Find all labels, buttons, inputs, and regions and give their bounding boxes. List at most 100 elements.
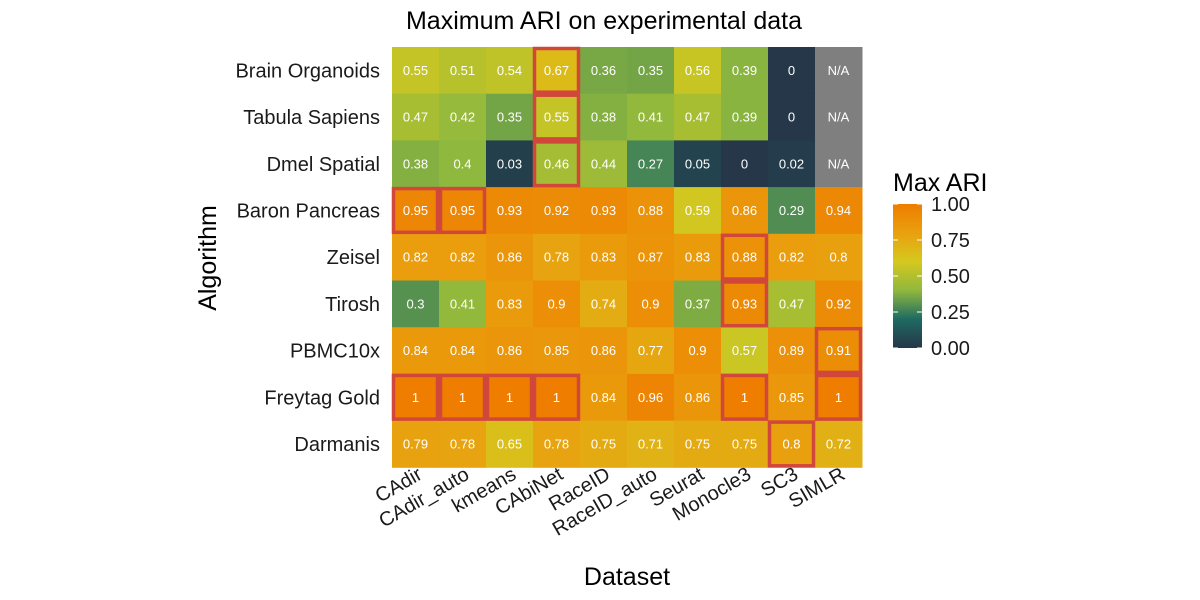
cell-value-label: 0.41 [450,296,475,311]
heatmap-cell [533,187,581,235]
heatmap-cell [392,140,440,188]
heatmap-cell [486,280,534,328]
heatmap-cell [533,47,581,95]
heatmap-cell [815,233,863,281]
heatmap-cell [580,373,628,422]
cell-value-label: 0.78 [544,250,569,265]
cell-value-label: 0.89 [779,343,804,358]
heatmap-cell [768,373,816,422]
cell-value-label: 0.8 [829,250,847,265]
x-axis-title: Dataset [584,563,670,591]
y-tick-label: Brain Organoids [235,60,380,82]
legend-tick-label: 0.75 [931,230,970,252]
legend-title: Max ARI [893,169,987,197]
cell-value-label: 0.83 [591,250,616,265]
cell-value-label: N/A [828,110,850,125]
heatmap-cell [392,327,440,375]
heatmap-cell [533,233,581,281]
cell-value-label: 0 [741,156,748,171]
heatmap-highlights [391,46,863,468]
heatmap-cell [768,327,816,375]
heatmap-cell [815,280,863,328]
cell-value-label: 0.46 [544,156,569,171]
cell-value-label: 0.95 [403,203,428,218]
heatmap-cell [721,187,769,235]
heatmap-cell [627,93,675,141]
cell-value-label: 0.91 [826,343,851,358]
cell-value-label: 0.42 [450,110,475,125]
cell-value-label: 0.86 [732,203,757,218]
cell-value-label: 0.78 [544,436,569,451]
cell-value-label: 0.86 [591,343,616,358]
cell-value-label: 0.27 [638,156,663,171]
cell-value-label: 0.37 [685,296,710,311]
heatmap-cell [439,280,487,328]
max-highlight-box [391,373,440,421]
cell-value-label: 0.55 [403,63,428,78]
y-tick-label: PBMC10x [290,341,380,363]
cell-value-label: 0.86 [685,390,710,405]
cell-value-label: 1 [741,390,748,405]
cell-value-label: 0.78 [450,436,475,451]
heatmap-cell [815,187,863,235]
legend-tick-label: 1.00 [931,194,970,216]
cell-value-label: 0.9 [547,296,565,311]
heatmap-cell [439,47,487,95]
heatmap-cell [439,373,487,422]
cell-value-label: 0.54 [497,63,522,78]
heatmap-cell [580,280,628,328]
cell-value-label: 0.38 [403,156,428,171]
y-tick-label: Tirosh [325,294,380,316]
cell-value-label: 0.95 [450,203,475,218]
cell-value-label: 0.84 [450,343,475,358]
max-highlight-box [438,186,487,235]
cell-value-label: 0.44 [591,156,616,171]
heatmap-cell [439,233,487,281]
heatmap-cell [580,233,628,281]
y-tick-label: Tabula Sapiens [243,107,380,129]
heatmap-cell [721,93,769,141]
max-highlight-box [720,373,769,421]
heatmap-cell [721,47,769,95]
y-tick-label: Dmel Spatial [267,154,380,176]
heatmap-cell [721,140,769,188]
cell-value-label: 0.39 [732,63,757,78]
heatmap-cell [768,140,816,188]
heatmap-cell [486,187,534,235]
y-tick-label: Baron Pancreas [237,200,380,222]
heatmap-cell [627,327,675,375]
cell-value-label: 0.38 [591,110,616,125]
cell-value-label: 0.93 [732,296,757,311]
max-highlight-box [438,373,487,421]
heatmap-cell [768,420,816,468]
heatmap-cell [815,327,863,375]
cell-value-label: 0.3 [406,296,424,311]
heatmap-cell [674,47,722,95]
cell-value-label: 0.35 [638,63,663,78]
heatmap-cell [439,140,487,188]
heatmap-cell [674,420,722,468]
cell-value-label: 0.36 [591,63,616,78]
cell-value-label: 0.05 [685,156,710,171]
y-axis-tick-labels: Brain Organoids Tabula Sapiens Dmel Spatia… [235,60,380,456]
heatmap-cell [439,187,487,235]
heatmap-cell [627,233,675,281]
cell-value-label: 0.82 [779,250,804,265]
cell-value-label: 0.88 [638,203,663,218]
heatmap-cell [533,280,581,328]
max-highlight-box [532,140,581,188]
heatmap-cell [815,47,863,95]
heatmap-cell [674,327,722,375]
heatmap-cell [533,327,581,375]
cell-value-label: 1 [459,390,466,405]
heatmap-cell [486,140,534,188]
heatmap-cell [721,373,769,422]
heatmap-cell [721,280,769,328]
y-tick-label: Freytag Gold [264,387,380,409]
max-highlight-box [391,186,440,235]
cell-value-label: 0.9 [641,296,659,311]
legend-tick-label: 0.00 [931,338,970,360]
cell-value-label: 0.74 [591,296,616,311]
cell-value-label: 0.79 [403,436,428,451]
cell-value-label: 1 [412,390,419,405]
